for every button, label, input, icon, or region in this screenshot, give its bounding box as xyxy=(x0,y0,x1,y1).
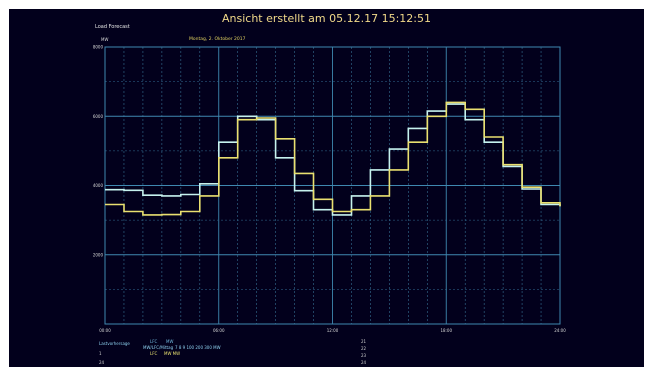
y-tick-label: 4000 xyxy=(93,183,104,188)
x-tick-label: 18:00 xyxy=(440,328,452,333)
legend-row1-d: MW/LFC/Mittag xyxy=(143,345,174,350)
right-col-3: 23 xyxy=(361,353,367,358)
series-line-1 xyxy=(105,103,561,216)
legend-row2-b: LFC xyxy=(150,351,158,356)
series-line-2 xyxy=(105,101,561,216)
right-col-2: 22 xyxy=(361,346,367,351)
axes xyxy=(104,46,561,325)
legend-row3-a: 24 xyxy=(99,360,105,365)
legend-row1-a: Lastvorhersage xyxy=(99,341,130,346)
series-layer xyxy=(105,101,561,216)
legend-row2-c: MW MW xyxy=(164,351,181,356)
legend-row1-b: LFC xyxy=(150,339,158,344)
right-col-1: 21 xyxy=(361,339,367,344)
plot-date: Montag, 2. Oktober 2017 xyxy=(189,37,246,42)
y-tick-label: 6000 xyxy=(93,114,104,119)
right-col-4: 24 xyxy=(361,360,367,365)
legend-row2-a: 1 xyxy=(99,351,102,356)
y-tick-label: 8000 xyxy=(93,45,104,50)
grid xyxy=(105,47,560,324)
plot-frame xyxy=(104,46,561,325)
x-tick-label: 06:00 xyxy=(213,328,225,333)
x-tick-label: 00:00 xyxy=(99,328,111,333)
y-axis-label: MW xyxy=(101,37,108,42)
x-tick-label: 12:00 xyxy=(327,328,339,333)
y-tick-label: 2000 xyxy=(93,252,104,257)
screen: 00:00 06:00 12:00 18:00 24:00 8000 6000 4000 200… xyxy=(9,9,644,367)
tick-labels: 00:00 06:00 12:00 18:00 24:00 8000 6000 4000 200… xyxy=(93,37,566,333)
legend-row1-c: MW xyxy=(166,339,174,344)
load-chart: 00:00 06:00 12:00 18:00 24:00 8000 6000 4000 200… xyxy=(93,37,566,333)
app-name: Load Forecast xyxy=(95,24,130,30)
x-tick-label: 24:00 xyxy=(554,328,566,333)
legend-row1-e: 7 8 9 100 200 300 MW xyxy=(175,345,221,350)
page-title: Ansicht erstellt am 05.12.17 15:12:51 xyxy=(222,12,431,25)
